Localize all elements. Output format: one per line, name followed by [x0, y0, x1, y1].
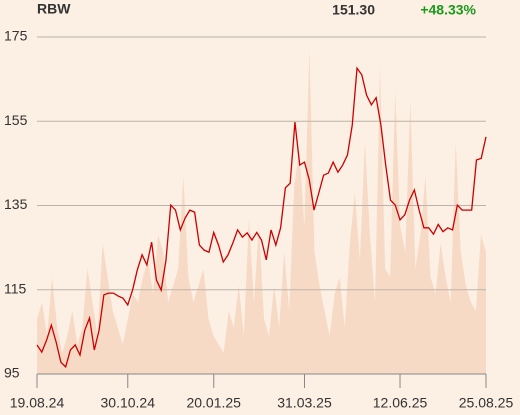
- y-tick-label: 135: [4, 196, 28, 212]
- volume-area: [37, 49, 486, 374]
- x-tick-label: 19.08.24: [10, 395, 65, 411]
- x-tick-label: 31.03.25: [277, 395, 332, 411]
- price: 151.30: [332, 2, 375, 18]
- x-tick-label: 20.01.25: [186, 395, 241, 411]
- x-tick-label: 30.10.24: [101, 395, 156, 411]
- y-tick-label: 95: [4, 365, 20, 381]
- x-tick-label: 12.06.25: [373, 395, 428, 411]
- y-tick-label: 175: [4, 28, 28, 44]
- y-tick-label: 155: [4, 112, 28, 128]
- ticker: RBW: [37, 1, 71, 17]
- y-tick-label: 115: [4, 280, 27, 296]
- x-tick-label: 25.08.25: [459, 395, 514, 411]
- change: +48.33%: [420, 2, 476, 18]
- price-line: [36, 66, 487, 369]
